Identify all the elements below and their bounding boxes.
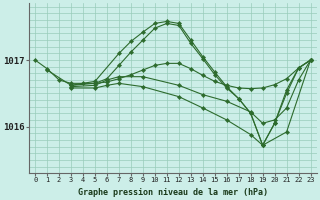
X-axis label: Graphe pression niveau de la mer (hPa): Graphe pression niveau de la mer (hPa) <box>78 188 268 197</box>
